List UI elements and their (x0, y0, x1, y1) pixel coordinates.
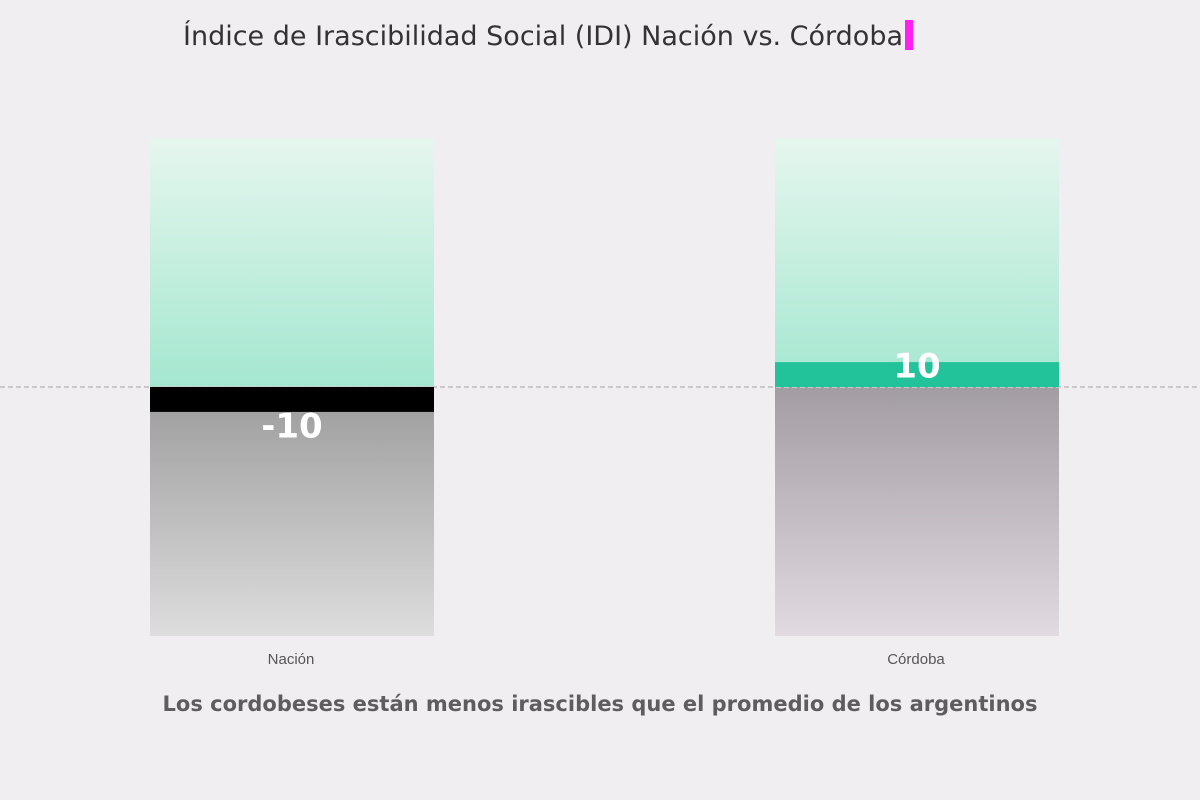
tick-label-nacion: Nación (268, 651, 315, 668)
category-bands (150, 138, 1059, 636)
negative-band-nacion (150, 387, 434, 636)
negative-band-cordoba (775, 387, 1059, 636)
chart-caption: Los cordobeses están menos irascibles qu… (162, 692, 1038, 716)
tick-label-cordoba: Córdoba (887, 651, 945, 668)
bar-cordoba (775, 362, 1059, 387)
positive-band-nacion (150, 138, 434, 387)
category-tick-labels: Nación Córdoba (268, 651, 946, 668)
chart-title: Índice de Irascibilidad Social (IDI) Nac… (183, 20, 914, 52)
data-label-nacion: -10 (261, 406, 322, 446)
chart-title-text: Índice de Irascibilidad Social (IDI) Nac… (183, 21, 904, 52)
data-label-cordoba: 10 (893, 347, 940, 387)
bar-nacion (150, 387, 434, 412)
text-cursor-marker (905, 20, 914, 50)
data-labels: -10 10 (261, 347, 940, 447)
positive-band-cordoba (775, 138, 1059, 387)
data-bars (150, 362, 1059, 412)
bar-chart: -10 10 Nación Córdoba (0, 138, 1200, 668)
